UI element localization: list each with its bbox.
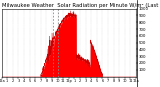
Text: Milwaukee Weather  Solar Radiation per Minute W/m² (Last 24 Hours): Milwaukee Weather Solar Radiation per Mi… — [2, 3, 160, 8]
